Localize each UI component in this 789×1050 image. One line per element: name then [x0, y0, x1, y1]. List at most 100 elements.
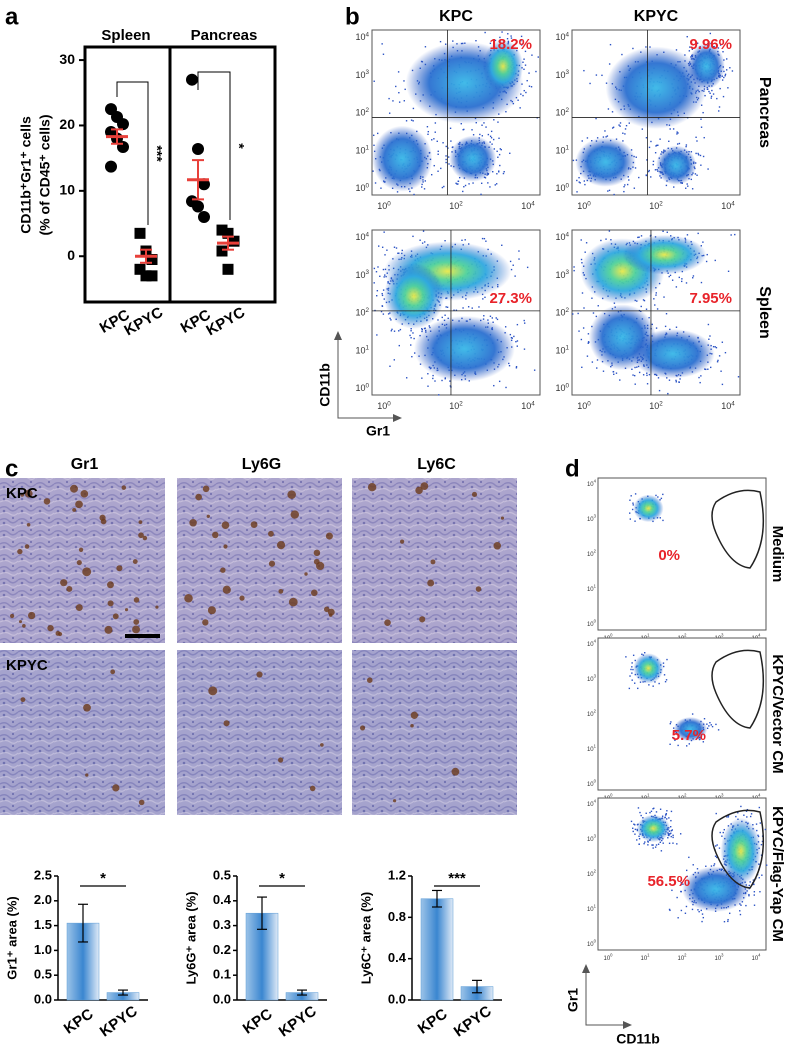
y-tick-label: 102: [355, 107, 369, 118]
event-dot: [437, 153, 439, 155]
event-dot: [719, 87, 721, 90]
plot-frame: [597, 477, 767, 631]
event-dot: [735, 815, 737, 818]
tick-base: 10: [377, 201, 387, 211]
event-dot: [471, 307, 473, 309]
tick-base: 10: [355, 32, 365, 42]
event-dot: [519, 107, 521, 109]
event-dot: [449, 380, 451, 382]
event-dot: [672, 128, 675, 130]
event-dot: [669, 128, 671, 130]
event-dot: [381, 43, 383, 45]
event-dot: [710, 724, 712, 726]
event-dot: [487, 133, 490, 136]
event-dot: [700, 909, 702, 912]
group-label: Pancreas: [191, 27, 258, 44]
event-dot: [423, 241, 426, 243]
event-dot: [650, 140, 652, 143]
event-dot: [606, 135, 609, 137]
event-dot: [663, 296, 665, 298]
event-dot: [680, 890, 682, 893]
event-dot: [578, 176, 580, 179]
event-dot: [718, 110, 720, 112]
event-dot: [631, 368, 633, 370]
event-dot: [376, 290, 379, 292]
tick-base: 10: [577, 401, 587, 411]
event-dot: [513, 335, 515, 338]
event-dot: [633, 187, 636, 189]
event-dot: [710, 97, 712, 99]
event-dot: [658, 682, 660, 685]
event-dot: [745, 810, 748, 812]
event-dot: [666, 658, 668, 661]
event-dot: [708, 41, 710, 43]
event-dot: [490, 137, 493, 139]
percent-label: 27.3%: [489, 290, 532, 307]
event-dot: [498, 153, 501, 156]
tick-base: 10: [587, 482, 594, 488]
event-dot: [662, 493, 664, 496]
event-dot: [492, 138, 495, 141]
axis-arrowhead: [582, 964, 632, 1029]
event-dot: [398, 344, 400, 347]
y-tick-label: 101: [587, 904, 597, 913]
event-dot: [605, 136, 607, 138]
tick-exponent: 3: [721, 953, 724, 958]
column-header: KPC: [439, 8, 473, 25]
event-dot: [409, 190, 411, 193]
tick-base: 10: [751, 956, 758, 962]
event-dot: [503, 170, 505, 173]
event-dot: [685, 144, 688, 146]
event-dot: [655, 145, 657, 147]
tick-exponent: 4: [365, 231, 369, 238]
event-dot: [421, 328, 424, 331]
event-dot: [521, 43, 524, 45]
event-dot: [489, 186, 491, 188]
event-dot: [668, 140, 670, 143]
tick-base: 10: [555, 146, 565, 156]
event-dot: [720, 370, 722, 372]
event-dot: [405, 377, 408, 379]
y-tick-label: 103: [355, 69, 369, 80]
event-dot: [464, 239, 466, 241]
tick-exponent: 3: [721, 793, 724, 798]
event-dot: [516, 345, 518, 347]
event-dot: [669, 909, 671, 912]
data-point: [198, 178, 210, 191]
event-dot: [716, 844, 718, 846]
stained-cell: [60, 579, 68, 587]
event-dot: [441, 316, 443, 319]
event-dot: [726, 816, 728, 818]
event-dot: [596, 137, 599, 139]
event-dot: [444, 314, 446, 316]
event-dot: [472, 134, 475, 136]
stained-cell: [76, 560, 82, 566]
event-dot: [764, 828, 767, 831]
y-tick-label: 0: [67, 247, 75, 263]
event-dot: [396, 191, 399, 193]
tick-base: 10: [587, 907, 594, 913]
stained-cell: [384, 619, 391, 627]
event-dot: [688, 50, 691, 52]
tissue-image: [352, 650, 517, 815]
data-point: [228, 235, 240, 247]
event-dot: [702, 155, 705, 158]
y-axis-label: CD11b⁺Gr1⁺ cells: [18, 116, 34, 234]
event-dot: [699, 154, 702, 157]
event-dot: [705, 368, 707, 371]
event-dot: [740, 805, 742, 808]
stained-cell: [256, 671, 263, 678]
event-dot: [670, 835, 672, 838]
event-dot: [707, 323, 710, 326]
tick-base: 10: [355, 183, 365, 193]
event-dot: [657, 843, 660, 845]
event-dot: [686, 745, 688, 747]
event-dot: [509, 152, 511, 155]
row-label: KPC: [6, 485, 38, 502]
stained-cell: [207, 606, 216, 615]
event-dot: [427, 133, 429, 136]
event-dot: [389, 365, 391, 367]
event-dot: [685, 187, 687, 189]
y-tick-label: 101: [555, 144, 569, 155]
event-dot: [389, 317, 391, 320]
